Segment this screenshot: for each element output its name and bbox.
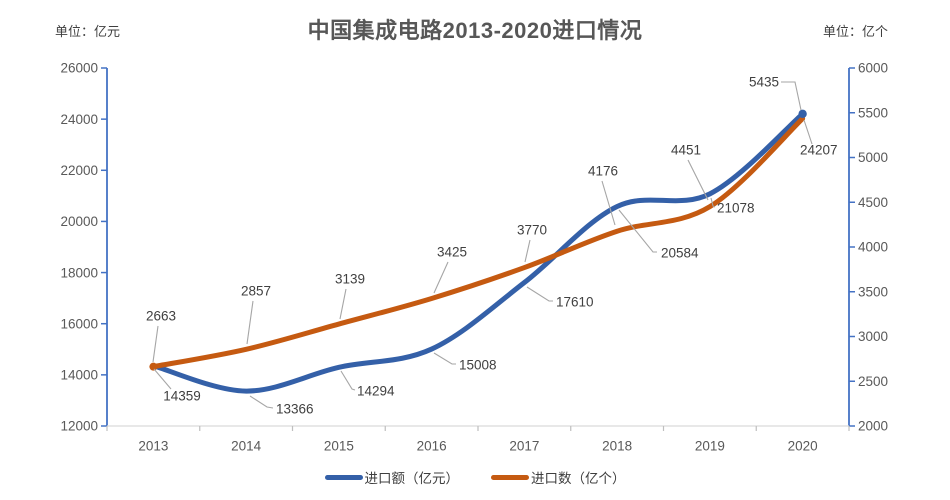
x-axis-tick-label: 2020 [788, 439, 818, 454]
import-quantity-start-marker [149, 362, 158, 371]
data-label: 20584 [661, 246, 699, 261]
data-label: 2857 [241, 284, 271, 299]
data-label-leader-line [246, 300, 254, 345]
data-label-leader-line [249, 395, 274, 409]
data-label: 3425 [437, 245, 467, 260]
data-label: 24207 [800, 143, 838, 158]
right-y-axis-tick-label: 6000 [858, 61, 888, 76]
legend: 进口额（亿元） 进口数（亿个） [0, 467, 950, 487]
legend-item-import-value: 进口额（亿元） [324, 467, 460, 487]
data-label-leader-line [152, 325, 159, 363]
legend-label-import-value: 进口额（亿元） [364, 471, 460, 486]
legend-swatch-import-value [324, 474, 363, 480]
right-axis-unit-label: 单位：亿个 [822, 24, 888, 39]
data-label-leader-line [433, 352, 456, 365]
x-axis-tick-label: 2013 [138, 439, 168, 454]
data-label-leader-line [687, 159, 709, 201]
right-y-axis-tick-label: 3000 [858, 329, 888, 344]
data-label: 2663 [146, 309, 176, 324]
x-axis-tick-label: 2019 [695, 439, 725, 454]
right-y-axis-tick-label: 5000 [858, 150, 888, 165]
data-label: 15008 [459, 358, 497, 373]
left-y-axis-tick-label: 22000 [60, 163, 98, 178]
data-label-leader-line [803, 119, 813, 145]
import-quantity-line [150, 116, 806, 370]
x-axis-tick-label: 2014 [231, 439, 262, 454]
left-y-axis-tick-label: 18000 [60, 265, 98, 280]
x-axis-tick-label: 2018 [602, 439, 632, 454]
right-y-axis-tick-label: 4000 [858, 240, 888, 255]
data-label: 14359 [163, 389, 201, 404]
x-axis-tick-label: 2016 [417, 439, 447, 454]
legend-item-import-quantity: 进口数（亿个） [491, 467, 626, 487]
data-label-leader-line [601, 180, 616, 226]
data-label-leader-line [618, 209, 657, 253]
left-y-axis-tick-label: 20000 [60, 214, 98, 229]
data-label: 21078 [717, 201, 755, 216]
data-label-leader-line [433, 261, 449, 294]
data-label-leader-line [340, 370, 356, 391]
right-y-axis-tick-label: 5500 [858, 105, 888, 120]
data-label: 13366 [276, 402, 314, 417]
left-y-axis-tick-label: 26000 [60, 61, 98, 76]
data-label: 4176 [588, 164, 618, 179]
data-label: 3770 [517, 223, 547, 238]
import-value-end-marker [798, 109, 807, 119]
right-y-axis-tick-label: 3500 [858, 284, 888, 299]
data-label: 5435 [749, 75, 779, 90]
data-label: 17610 [556, 295, 594, 310]
left-y-axis-tick-label: 14000 [60, 368, 98, 383]
x-axis-tick-label: 2015 [324, 439, 354, 454]
left-y-axis-tick-label: 16000 [60, 316, 98, 331]
left-y-axis-tick-label: 24000 [60, 112, 98, 127]
chart-title: 中国集成电路2013-2020进口情况 [307, 18, 643, 43]
data-label-leader-line [153, 368, 172, 390]
import-value-line [150, 111, 806, 394]
data-label-leader-line [339, 288, 347, 320]
data-label: 3139 [335, 272, 365, 287]
left-y-axis-tick-label: 12000 [60, 419, 98, 434]
right-y-axis-tick-label: 2500 [858, 374, 888, 389]
right-y-axis-tick-label: 4500 [858, 195, 888, 210]
data-label-leader-line [524, 239, 531, 263]
data-label: 4451 [671, 143, 701, 158]
data-label-leader-line [710, 197, 716, 208]
x-axis-tick-label: 2017 [509, 439, 539, 454]
data-label: 14294 [357, 384, 395, 399]
legend-label-import-quantity: 进口数（亿个） [531, 471, 626, 486]
legend-swatch-import-quantity [491, 474, 529, 480]
data-label-leader-line [781, 81, 802, 111]
right-y-axis-tick-label: 2000 [858, 419, 888, 434]
left-axis-unit-label: 单位：亿元 [55, 24, 121, 39]
data-label-leader-line [526, 286, 553, 302]
